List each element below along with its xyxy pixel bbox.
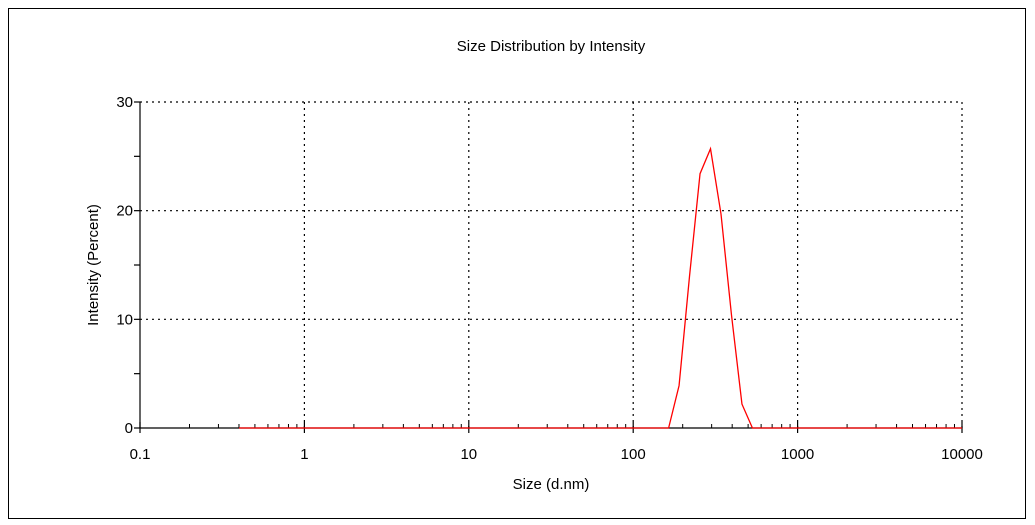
series-line [238, 146, 962, 429]
axes [139, 102, 962, 429]
x-tick-label: 10000 [941, 446, 983, 463]
x-tick-label: 1 [300, 446, 308, 463]
y-tick-label: 30 [116, 94, 133, 111]
chart-title: Size Distribution by Intensity [457, 38, 646, 55]
series-layer [238, 146, 962, 429]
y-tick-label: 10 [116, 311, 133, 328]
chart-frame: Size Distribution by Intensity Size (d.n… [8, 8, 1026, 519]
grid-lines [140, 101, 963, 428]
chart-svg: Size Distribution by Intensity Size (d.n… [85, 38, 983, 493]
y-tick-label: 20 [116, 203, 133, 220]
x-tick-label: 10 [460, 446, 477, 463]
x-tick-label: 0.1 [130, 446, 151, 463]
y-axis-label: Intensity (Percent) [85, 204, 102, 326]
x-tick-label: 100 [621, 446, 646, 463]
tick-labels: 0.1 1 10 100 1000 10000 0 10 20 30 [116, 94, 983, 463]
x-axis-label: Size (d.nm) [513, 476, 590, 493]
y-tick-label: 0 [125, 420, 133, 437]
x-tick-label: 1000 [781, 446, 814, 463]
axis-ticks [134, 101, 963, 433]
